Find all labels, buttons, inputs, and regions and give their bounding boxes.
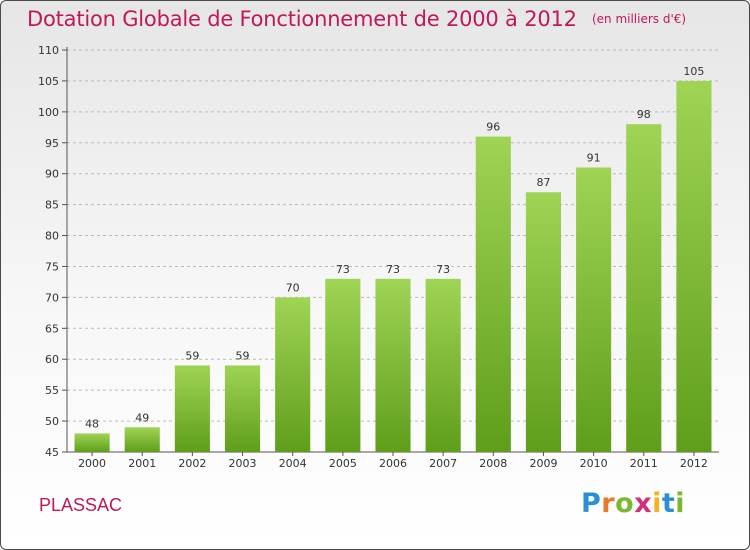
y-tick-label: 65 (45, 322, 59, 335)
bar (626, 124, 662, 452)
y-tick-label: 80 (45, 230, 59, 243)
bar (425, 278, 461, 452)
x-tick-label: 2001 (128, 457, 156, 470)
y-tick-label: 70 (45, 291, 59, 304)
bar (124, 427, 160, 452)
data-label: 70 (286, 281, 300, 294)
bar (576, 167, 612, 452)
y-tick-label: 110 (38, 44, 59, 57)
y-tick-label: 60 (45, 353, 59, 366)
y-tick-label: 50 (45, 415, 59, 428)
x-tick-label: 2010 (580, 457, 608, 470)
x-tick-label: 2002 (178, 457, 206, 470)
title-row: Dotation Globale de Fonctionnement de 20… (27, 7, 686, 31)
x-tick-label: 2012 (680, 457, 708, 470)
logo-letter: t (661, 488, 676, 519)
chart-subtitle: (en milliers d'€) (591, 12, 687, 26)
logo-letter: P (581, 488, 602, 519)
x-tick-label: 2003 (229, 457, 257, 470)
data-label: 98 (637, 108, 651, 121)
data-label: 87 (536, 176, 550, 189)
data-label: 73 (386, 263, 400, 276)
data-label: 59 (185, 349, 199, 362)
bar (325, 278, 361, 452)
x-tick-label: 2008 (479, 457, 507, 470)
x-tick-label: 2007 (429, 457, 457, 470)
data-label: 49 (135, 411, 149, 424)
data-label: 91 (587, 152, 601, 165)
data-label: 105 (683, 65, 704, 78)
y-tick-label: 85 (45, 199, 59, 212)
bar (74, 433, 110, 452)
x-tick-label: 2005 (329, 457, 357, 470)
bar (224, 365, 261, 452)
data-label: 73 (436, 263, 450, 276)
logo-letter: i (675, 488, 686, 519)
logo-letter: r (601, 488, 616, 519)
y-tick-label: 105 (38, 75, 59, 88)
chart-title: Dotation Globale de Fonctionnement de 20… (27, 7, 577, 31)
bar (525, 192, 562, 452)
x-tick-label: 2004 (279, 457, 307, 470)
bar (275, 297, 311, 452)
data-label: 96 (486, 121, 500, 134)
y-tick-label: 90 (45, 168, 59, 181)
commune-name: PLASSAC (39, 495, 123, 515)
bar (375, 278, 411, 452)
y-tick-label: 55 (45, 384, 59, 397)
logo-letter: i (652, 488, 662, 519)
y-tick-label: 95 (45, 137, 59, 150)
bar (676, 80, 712, 452)
logo-letter: o (615, 488, 635, 519)
bar (475, 136, 511, 453)
data-label: 48 (85, 417, 99, 430)
data-label: 73 (336, 263, 350, 276)
proxiti-logo[interactable]: Proxiti (581, 488, 685, 519)
y-tick-label: 45 (45, 446, 59, 459)
x-tick-label: 2006 (379, 457, 407, 470)
bar (174, 365, 210, 452)
y-tick-label: 75 (45, 260, 59, 273)
data-label: 59 (236, 349, 250, 362)
logo-letter: x (634, 488, 653, 519)
y-tick-label: 100 (38, 106, 59, 119)
x-tick-label: 2011 (630, 457, 658, 470)
x-tick-label: 2000 (78, 457, 106, 470)
x-tick-label: 2009 (529, 457, 557, 470)
